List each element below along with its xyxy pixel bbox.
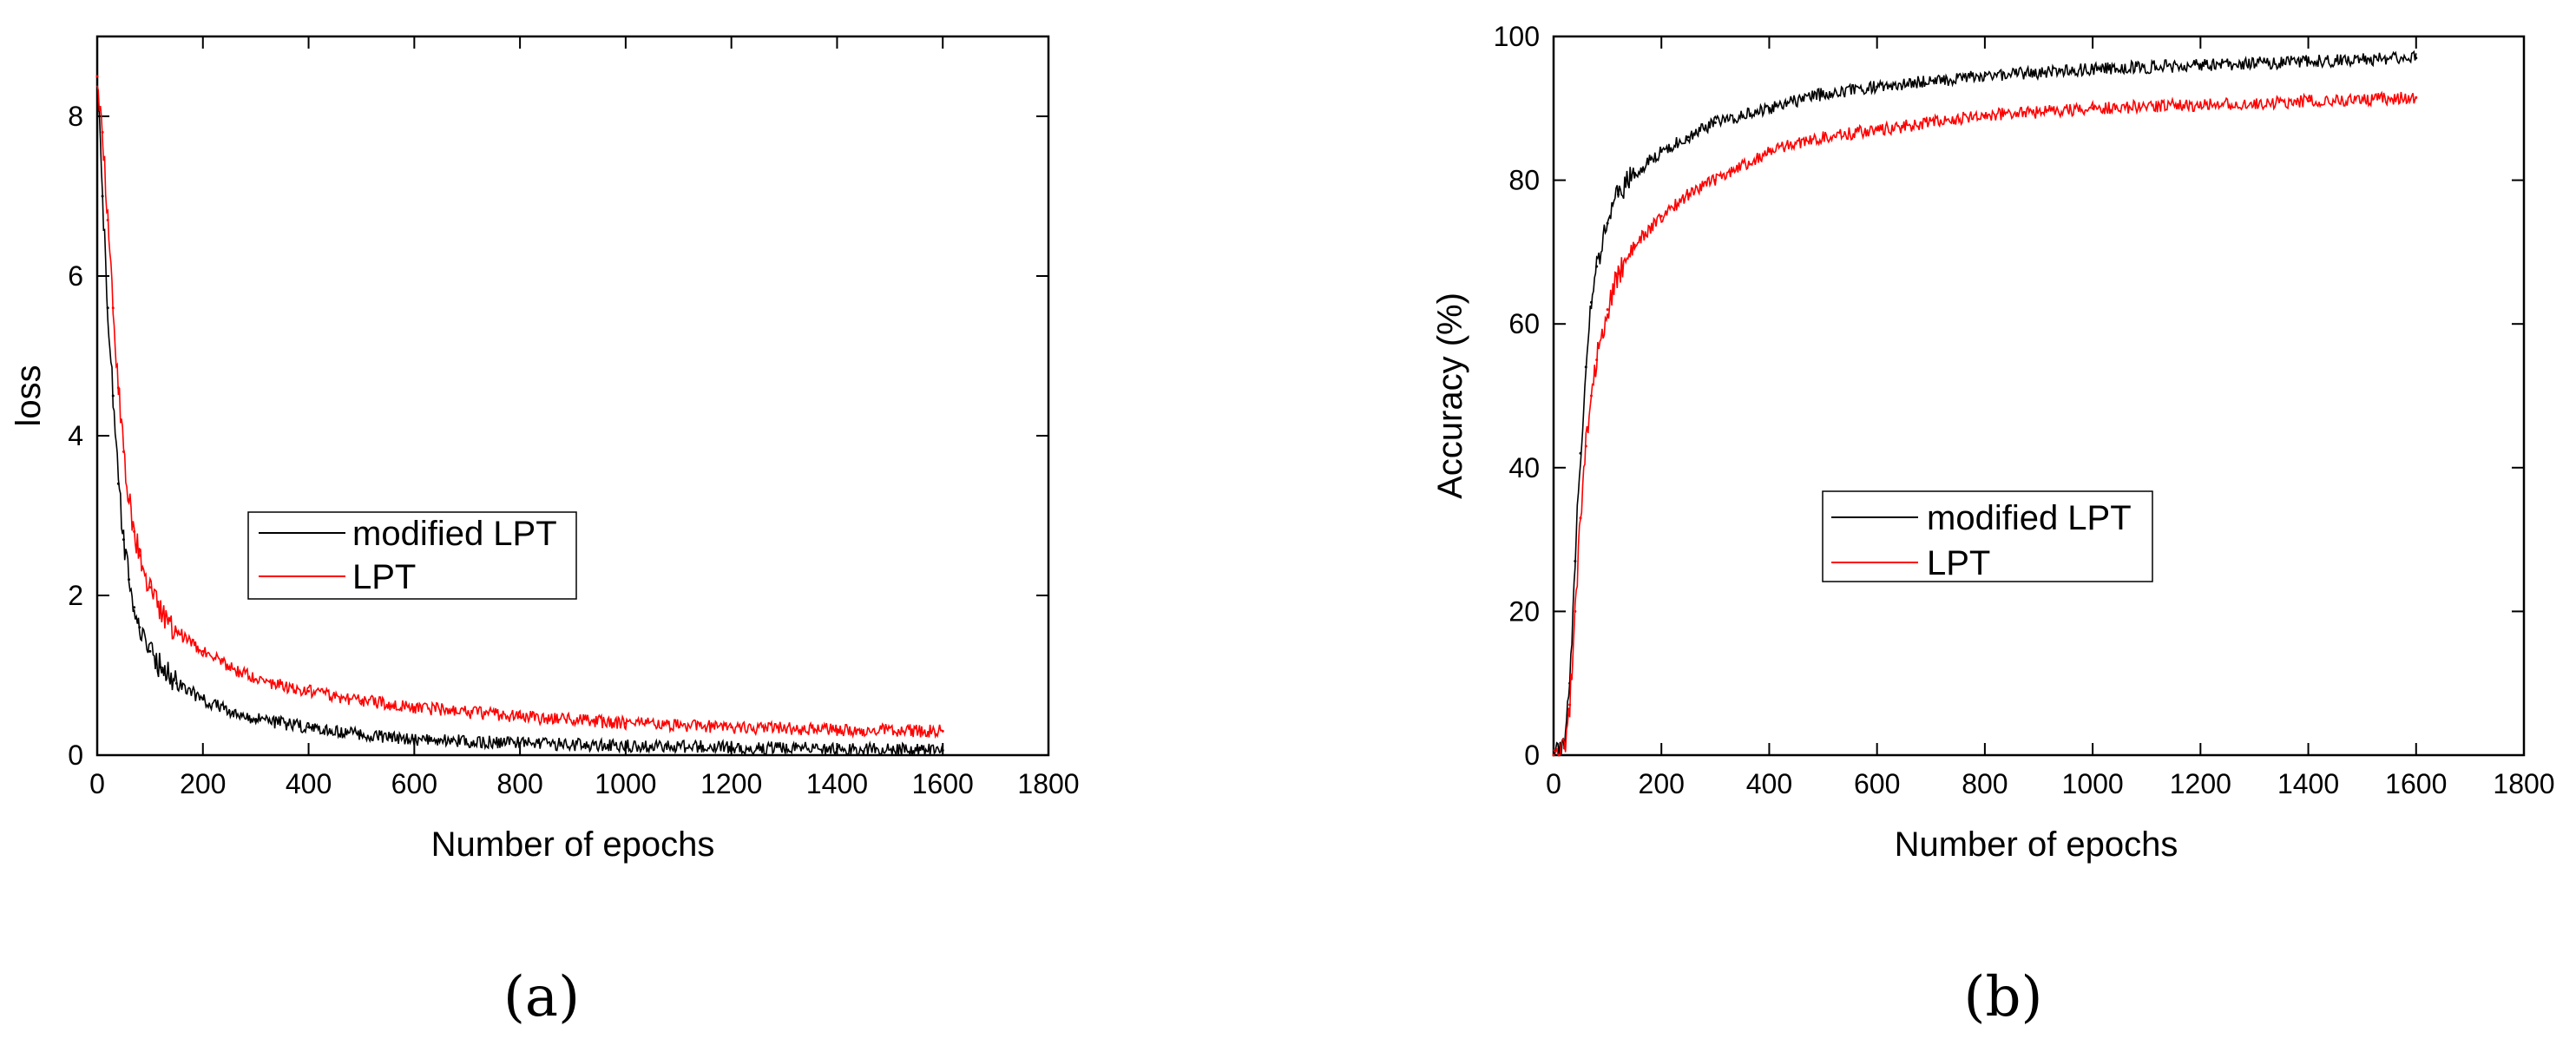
x-tick-label-b-7: 1400 — [2277, 768, 2339, 799]
x-tick-label-b-9: 1800 — [2493, 768, 2554, 799]
series-line-b-1 — [1553, 90, 2417, 756]
y-tick-label-a-4: 8 — [68, 101, 83, 132]
panel-label-a: (a) — [503, 965, 580, 1029]
series-group-a — [95, 75, 944, 756]
x-tick-label-b-5: 1000 — [2062, 768, 2124, 799]
point-b-1-0 — [1552, 753, 1555, 757]
series-line-a-1 — [96, 85, 943, 740]
x-tick-label-a-0: 0 — [89, 768, 105, 799]
panel-label-b: (b) — [1964, 965, 2043, 1029]
y-tick-label-a-2: 4 — [68, 420, 83, 451]
y-tick-label-a-0: 0 — [68, 740, 83, 771]
x-tick-label-a-4: 800 — [496, 768, 542, 799]
point-a-0-9 — [148, 649, 152, 653]
x-tick-label-b-0: 0 — [1546, 768, 1561, 799]
x-tick-label-a-1: 200 — [180, 768, 226, 799]
x-tick-label-b-2: 400 — [1746, 768, 1792, 799]
legend-a: modified LPT LPT — [247, 511, 577, 600]
legend-box-a — [247, 511, 577, 600]
panel-b-accuracy-chart: 0 200 400 600 800 1000 1200 1400 1600 1800 0 20 40 60… — [1431, 21, 2555, 864]
x-axis-title-a: Number of epochs — [431, 825, 715, 864]
x-tick-label-a-8: 1600 — [912, 768, 974, 799]
y-tick-label-b-4: 80 — [1508, 165, 1540, 196]
plot-area-b — [1552, 35, 2526, 757]
point-b-1-9 — [1606, 308, 1609, 312]
x-tick-label-a-2: 400 — [286, 768, 332, 799]
axis-ticks-a: 0 200 400 600 800 1000 1200 1400 1600 1800 0 2 4 6 8 — [68, 36, 1080, 799]
series-group-b — [1552, 49, 2418, 757]
y-tick-label-b-2: 40 — [1508, 452, 1540, 483]
legend-label-b-modified-lpt: modified LPT — [1927, 499, 2132, 537]
legend-label-b-lpt: LPT — [1927, 544, 1990, 582]
series-line-b-0 — [1554, 49, 2417, 756]
x-tick-label-b-4: 800 — [1962, 768, 2008, 799]
y-axis-title-a: loss — [10, 365, 48, 426]
point-a-1-15 — [307, 689, 311, 693]
x-tick-label-b-3: 600 — [1854, 768, 1900, 799]
point-b-0-14 — [1713, 121, 1717, 124]
point-b-0-13 — [1686, 135, 1690, 139]
panel-a-loss-chart: 0 200 400 600 800 1000 1200 1400 1600 1800 0 2 4 6 8 N… — [10, 35, 1080, 864]
series-line-a-0 — [96, 89, 943, 756]
x-tick-label-b-6: 1200 — [2170, 768, 2231, 799]
legend-box-b — [1822, 490, 2153, 582]
x-tick-label-a-9: 1800 — [1017, 768, 1079, 799]
y-axis-title-b: Accuracy (%) — [1431, 293, 1469, 499]
legend-label-a-lpt: LPT — [352, 558, 416, 596]
axis-ticks-b: 0 200 400 600 800 1000 1200 1400 1600 1800 0 20 40 60… — [1494, 21, 2555, 799]
panel-labels: (a) (b) — [503, 965, 2043, 1029]
y-tick-label-b-0: 0 — [1524, 740, 1540, 771]
x-axis-title-b: Number of epochs — [1895, 825, 2178, 864]
x-tick-label-b-8: 1600 — [2385, 768, 2447, 799]
legend-b: modified LPT LPT — [1822, 490, 2153, 582]
point-a-1-0 — [95, 75, 99, 78]
y-tick-label-b-1: 20 — [1508, 595, 1540, 627]
y-tick-label-a-3: 6 — [68, 260, 83, 292]
y-tick-label-a-1: 2 — [68, 580, 83, 611]
legend-label-a-modified-lpt: modified LPT — [352, 515, 557, 553]
plot-area-a — [95, 35, 1050, 757]
x-tick-label-a-5: 1000 — [595, 768, 656, 799]
y-tick-label-b-5: 100 — [1494, 21, 1540, 52]
x-tick-label-a-6: 1200 — [700, 768, 762, 799]
x-tick-label-a-3: 600 — [391, 768, 437, 799]
x-tick-label-a-7: 1400 — [806, 768, 868, 799]
y-tick-label-b-3: 60 — [1508, 308, 1540, 339]
x-tick-label-b-1: 200 — [1639, 768, 1685, 799]
